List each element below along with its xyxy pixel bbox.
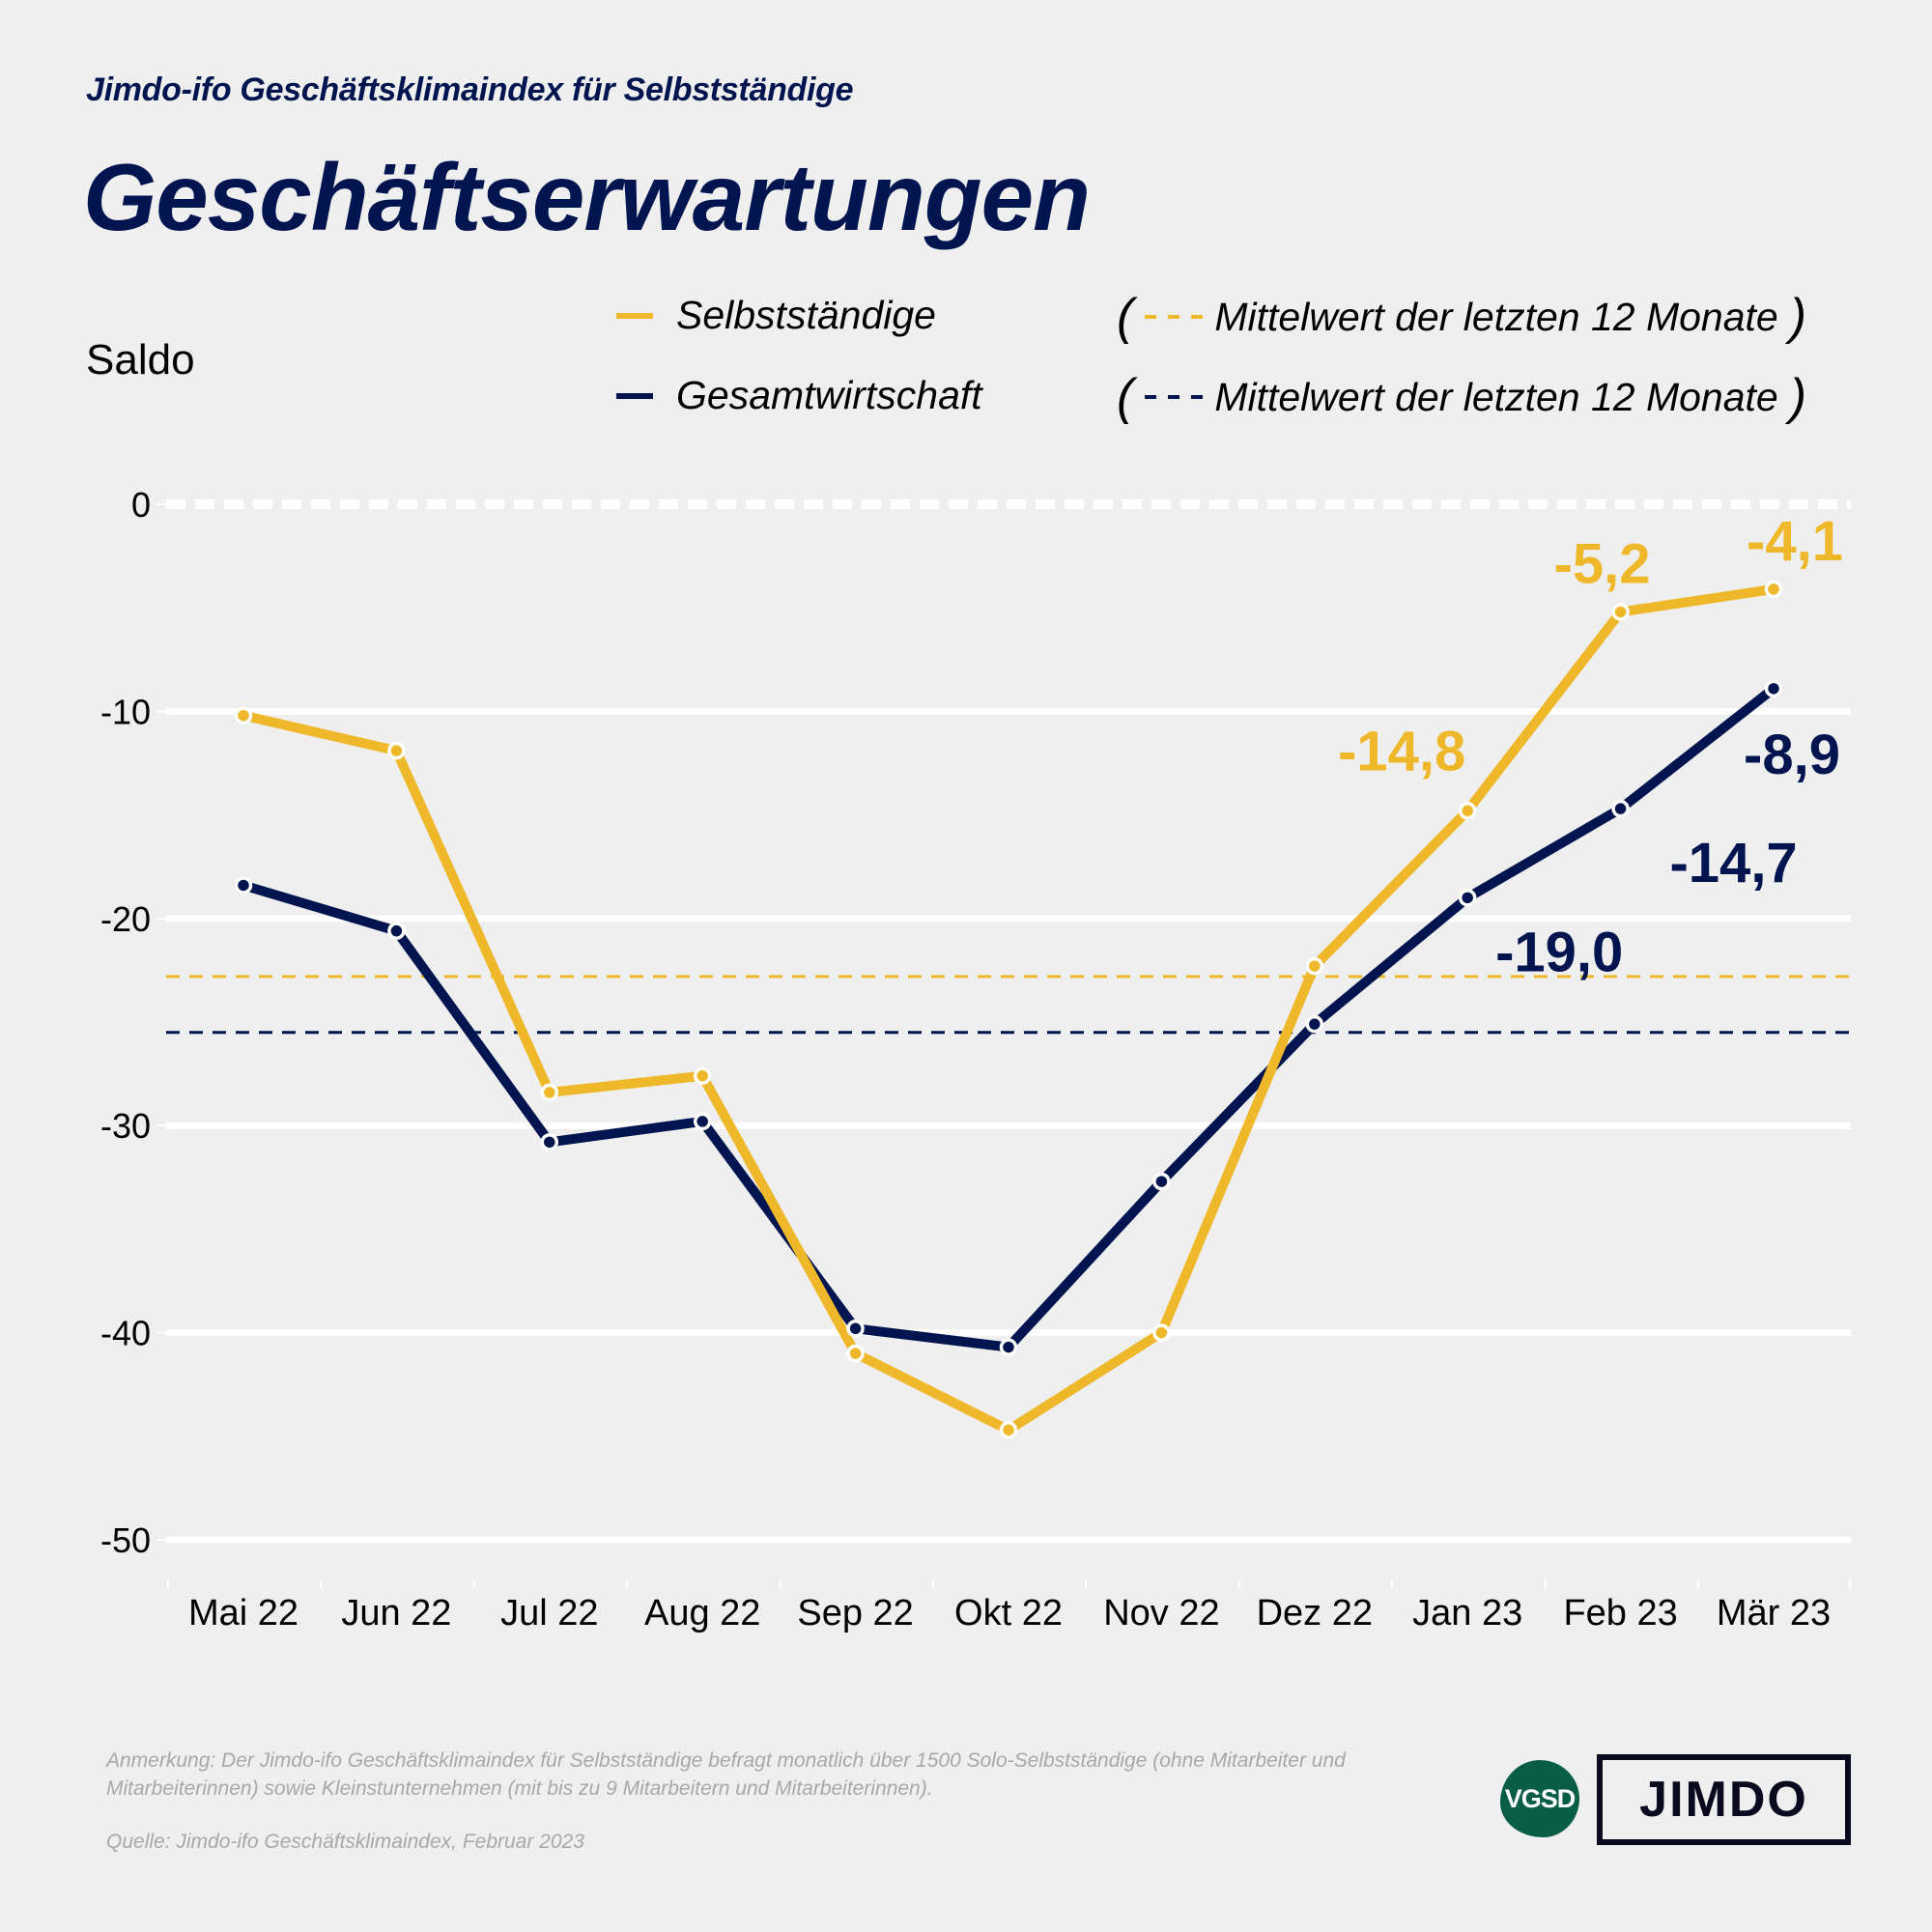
data-point: [234, 876, 253, 895]
data-point: [846, 1344, 865, 1363]
legend-mean-selbststaendige: ( Mittelwert der letzten 12 Monate ): [1117, 288, 1806, 346]
x-tick-label: Mär 23: [1717, 1593, 1831, 1634]
data-label: -8,9: [1744, 724, 1840, 786]
close-paren: ): [1789, 289, 1807, 345]
y-tick-label: -10: [100, 692, 151, 731]
legend-swatch-gesamtwirtschaft: [616, 392, 653, 399]
data-point: [1458, 889, 1477, 907]
data-point: [999, 1421, 1018, 1439]
dashed-line-sample-orange: [1145, 315, 1204, 319]
data-point: [1611, 603, 1630, 621]
x-tick-label: Feb 23: [1563, 1593, 1677, 1634]
data-label: -14,8: [1338, 720, 1465, 782]
x-tick-label: Mai 22: [188, 1593, 298, 1634]
y-axis-ticks: 0 -10 -20 -30 -40 -50: [100, 485, 166, 1560]
legend-label: Gesamtwirtschaft: [676, 373, 982, 417]
data-point: [387, 922, 406, 940]
gridlines: [166, 499, 1851, 1544]
legend-item-gesamtwirtschaft: Gesamtwirtschaft: [616, 373, 982, 418]
data-point: [1764, 580, 1783, 599]
data-point: [1152, 1323, 1171, 1342]
data-point: [1305, 956, 1324, 976]
vgsd-logo: VGSD: [1500, 1760, 1579, 1837]
data-label: -19,0: [1495, 921, 1623, 983]
data-point: [1611, 799, 1630, 818]
source-note: Quelle: Jimdo-ifo Geschäftsklimaindex, F…: [106, 1831, 584, 1853]
open-paren: (: [1117, 289, 1134, 345]
data-point: [693, 1066, 712, 1085]
y-tick-label: -50: [100, 1520, 151, 1560]
series-points: [234, 580, 1783, 1439]
dashed-line-sample-navy: [1145, 395, 1204, 399]
x-tick-label: Jul 22: [500, 1593, 598, 1634]
footnote: Anmerkung: Der Jimdo-ifo Geschäftsklimai…: [106, 1749, 1346, 1800]
x-tick-label: Jun 22: [341, 1593, 451, 1634]
data-point: [387, 741, 406, 760]
x-tick-label: Jan 23: [1412, 1593, 1522, 1634]
y-tick-label: -20: [100, 899, 151, 939]
data-point: [846, 1320, 865, 1338]
y-axis-label: Saldo: [86, 336, 195, 384]
data-point: [1152, 1172, 1171, 1191]
legend-label: Selbstständige: [676, 293, 936, 337]
data-labels: -14,8 -5,2 -4,1 -19,0 -14,7 -8,9: [1338, 510, 1843, 983]
data-point: [1764, 679, 1783, 698]
x-tick-label: Sep 22: [797, 1593, 913, 1634]
y-tick-label: 0: [131, 485, 151, 525]
data-label: -5,2: [1554, 532, 1651, 595]
data-point: [999, 1338, 1018, 1356]
data-point: [693, 1112, 712, 1131]
data-point: [1305, 1014, 1324, 1034]
legend-swatch-selbststaendige: [616, 312, 653, 319]
legend-mean-gesamtwirtschaft: ( Mittelwert der letzten 12 Monate ): [1117, 368, 1806, 426]
series-line-gesamtwirtschaft: [242, 684, 1777, 1352]
x-tick-label: Nov 22: [1103, 1593, 1219, 1634]
close-paren: ): [1789, 369, 1807, 425]
y-tick-label: -30: [100, 1106, 151, 1146]
y-tick-label: -40: [100, 1314, 151, 1353]
x-tick-label: Dez 22: [1257, 1593, 1373, 1634]
series-line-selbststaendige: [242, 583, 1775, 1436]
jimdo-logo: JIMDO: [1597, 1754, 1851, 1845]
series-lines: [242, 583, 1777, 1436]
x-axis-ticks: Mai 22 Jun 22 Jul 22 Aug 22 Sep 22 Okt 22 Nov …: [166, 1580, 1852, 1634]
legend-mean-label: Mittelwert der letzten 12 Monate: [1214, 374, 1778, 419]
chart-subtitle: Jimdo-ifo Geschäftsklimaindex für Selbst…: [86, 71, 854, 108]
data-point: [540, 1083, 559, 1102]
data-point: [234, 706, 253, 724]
data-point: [1458, 802, 1477, 820]
data-point: [540, 1133, 559, 1151]
data-label: -14,7: [1669, 832, 1797, 895]
chart-title: Geschäftserwartungen: [83, 144, 1091, 250]
data-label: -4,1: [1747, 510, 1843, 573]
x-tick-label: Aug 22: [644, 1593, 760, 1634]
legend-mean-label: Mittelwert der letzten 12 Monate: [1214, 294, 1778, 339]
x-tick-label: Okt 22: [954, 1593, 1063, 1634]
open-paren: (: [1117, 369, 1134, 425]
legend-item-selbststaendige: Selbstständige: [616, 293, 936, 338]
mean-lines: [166, 975, 1851, 1035]
